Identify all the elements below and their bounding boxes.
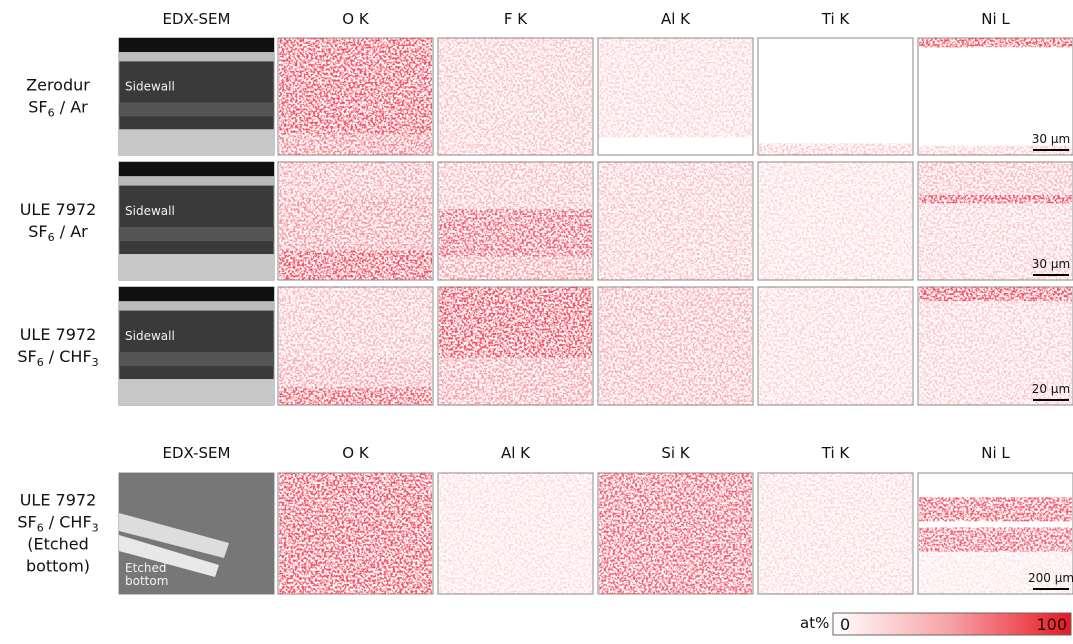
row-label: (Etched [27, 535, 89, 554]
label-text: SF [28, 98, 47, 117]
subscript: 3 [92, 522, 99, 535]
label-text: / Ar [55, 222, 89, 241]
map-speckle [279, 134, 432, 155]
map-speckle [279, 162, 432, 197]
sem-band [119, 176, 274, 185]
map-speckle [599, 287, 752, 405]
subscript: 6 [37, 356, 44, 369]
sem-band [119, 227, 274, 241]
label-text: SF [17, 513, 36, 532]
column-header: EDX-SEM [163, 10, 231, 28]
row-label: SF6 / CHF3 [17, 347, 98, 369]
column-header: Ni L [981, 444, 1010, 462]
map-speckle [599, 162, 752, 280]
map-speckle [919, 38, 1072, 47]
column-header: Al K [501, 444, 531, 462]
colorbar-min: 0 [840, 615, 850, 634]
column-header: O K [342, 10, 370, 28]
label-text: bottom) [26, 557, 90, 576]
overlay-label: Etched [125, 561, 167, 575]
colorbar [833, 613, 1071, 635]
map-speckle [599, 473, 752, 594]
column-header: Si K [661, 444, 690, 462]
row-label: SF6 / CHF3 [17, 513, 98, 535]
map-speckle [919, 162, 1072, 195]
label-text: Zerodur [26, 76, 90, 95]
map-speckle [279, 197, 432, 250]
label-text: (Etched [27, 535, 89, 554]
figure: EDX-SEM O K F K Al K Ti K Ni L EDX-SEM O K Al K S… [0, 0, 1073, 640]
row-label: ULE 7972 [20, 491, 97, 510]
map-speckle [599, 38, 752, 137]
map-speckle [439, 287, 592, 358]
map-speckle [439, 473, 592, 594]
subscript: 3 [92, 356, 99, 369]
column-header: Al K [661, 10, 691, 28]
colorbar-max: 100 [1036, 615, 1067, 634]
scale-bar-label: 30 µm [1032, 132, 1070, 146]
subscript: 6 [48, 231, 55, 244]
label-text: / CHF [44, 513, 92, 532]
sem-band [119, 129, 274, 155]
sem-band [119, 352, 274, 366]
column-header: Ni L [981, 10, 1010, 28]
map-speckle [279, 387, 432, 405]
label-text: / Ar [55, 98, 89, 117]
overlay-label: Sidewall [125, 80, 175, 94]
map-speckle [759, 162, 912, 280]
colorbar-label: at% [800, 614, 829, 632]
row-label: Zerodur [26, 76, 90, 95]
scale-bar-label: 20 µm [1032, 382, 1070, 396]
label-text: SF [28, 222, 47, 241]
label-text: ULE 7972 [20, 325, 97, 344]
row-label: SF6 / Ar [28, 222, 88, 244]
map-speckle [919, 527, 1072, 551]
label-text: SF [17, 347, 36, 366]
map-speckle [279, 38, 432, 134]
map-speckle [919, 195, 1072, 203]
scale-bar-label: 200 µm [1028, 571, 1073, 585]
overlay-label: Sidewall [125, 329, 175, 343]
sem-band [119, 38, 274, 52]
row-label: bottom) [26, 557, 90, 576]
label-text: / CHF [44, 347, 92, 366]
map-speckle [279, 251, 432, 281]
map-speckle [279, 473, 432, 594]
map-speckle [759, 287, 912, 405]
subscript: 6 [48, 107, 55, 120]
column-header: F K [504, 10, 528, 28]
map-panel [758, 38, 913, 155]
overlay-label: bottom [125, 574, 168, 588]
subscript: 6 [37, 522, 44, 535]
column-header: O K [342, 444, 370, 462]
column-header: EDX-SEM [163, 444, 231, 462]
map-speckle [759, 143, 912, 155]
column-header: Ti K [821, 444, 851, 462]
row-label: ULE 7972 [20, 325, 97, 344]
sem-band [119, 52, 274, 61]
sem-band [119, 379, 274, 405]
map-speckle [919, 287, 1072, 301]
sem-band [119, 287, 274, 301]
sem-band [119, 254, 274, 280]
label-text: ULE 7972 [20, 491, 97, 510]
overlay-label: Sidewall [125, 204, 175, 218]
label-text: ULE 7972 [20, 200, 97, 219]
map-speckle [279, 287, 432, 358]
map-speckle [439, 38, 592, 155]
row-label: SF6 / Ar [28, 98, 88, 120]
map-speckle [439, 358, 592, 405]
map-speckle [439, 209, 592, 256]
map-speckle [279, 358, 432, 388]
map-speckle [759, 473, 912, 594]
sem-band [119, 162, 274, 176]
map-speckle [439, 256, 592, 280]
map-speckle [439, 162, 592, 209]
column-header: Ti K [821, 10, 851, 28]
scale-bar-label: 30 µm [1032, 257, 1070, 271]
row-label: ULE 7972 [20, 200, 97, 219]
sem-band [119, 102, 274, 116]
sem-band [119, 301, 274, 310]
map-speckle [919, 497, 1072, 521]
